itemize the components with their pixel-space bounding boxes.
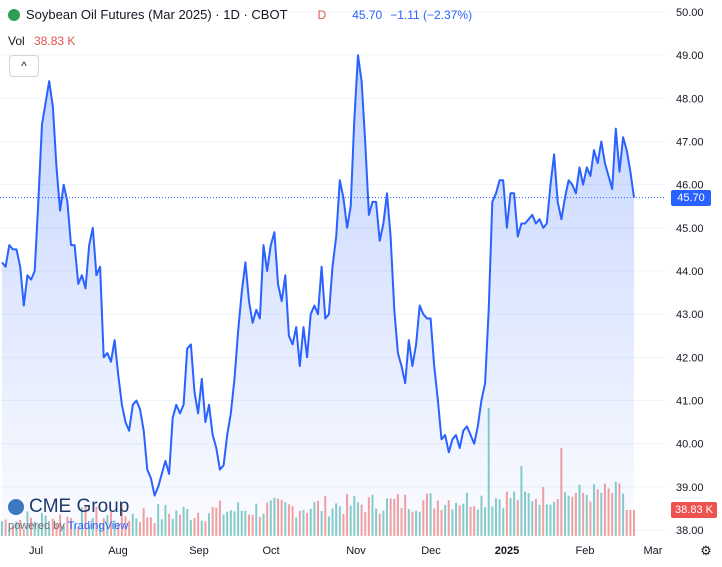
tradingview-link[interactable]: TradingView (67, 520, 129, 532)
x-tick-label: Oct (262, 545, 279, 557)
settings-icon[interactable]: ⚙ (700, 543, 712, 558)
x-tick-label: Mar (644, 545, 663, 557)
x-tick-label: 2025 (495, 545, 519, 557)
cme-logo[interactable]: CME Group powered by TradingView (8, 496, 129, 532)
last-price-text: 45.70 (352, 7, 383, 22)
x-tick-label: Nov (346, 545, 366, 557)
y-tick-label: 43.00 (676, 309, 704, 321)
y-tick-label: 39.00 (676, 482, 704, 494)
powered-by-label: powered by (8, 520, 65, 532)
x-tick-label: Dec (421, 545, 441, 557)
y-tick-label: 48.00 (676, 93, 704, 105)
price-change-text: −1.11 (−2.37%) (390, 7, 473, 22)
volume-legend: Vol 38.83 K (8, 34, 75, 48)
chevron-up-icon: ^ (21, 59, 27, 73)
logo-name: CME Group (29, 496, 130, 517)
x-tick-label: Aug (108, 545, 128, 557)
x-tick-label: Feb (576, 545, 595, 557)
oil-drop-icon (8, 8, 20, 21)
volume-bar (62, 525, 65, 536)
y-tick-label: 49.00 (676, 50, 704, 62)
collapse-legend-button[interactable]: ^ (9, 55, 39, 77)
y-tick-label: 45.00 (676, 223, 704, 235)
y-tick-label: 44.00 (676, 266, 704, 278)
volume-bar (77, 527, 80, 536)
volume-bar (88, 525, 91, 536)
last-price-tag: 45.70 (671, 190, 711, 206)
y-tick-label: 46.00 (676, 180, 704, 192)
delayed-badge: D (317, 7, 327, 22)
volume-label: Vol (8, 34, 25, 48)
volume-bar (48, 528, 51, 536)
y-tick-label: 38.00 (676, 525, 704, 537)
y-tick-label: 40.00 (676, 439, 704, 451)
globe-icon (8, 499, 24, 515)
volume-value: 38.83 K (34, 34, 76, 48)
price-line (1, 54, 635, 497)
x-tick-label: Sep (189, 545, 209, 557)
y-tick-label: 42.00 (676, 352, 704, 364)
legend-row: Soybean Oil Futures (Mar 2025) · 1D · CB… (8, 7, 472, 22)
y-tick-label: 50.00 (676, 7, 704, 19)
volume-bar (11, 526, 14, 536)
last-volume-tag: 38.83 K (671, 502, 717, 518)
symbol-title[interactable]: Soybean Oil Futures (Mar 2025) · 1D · CB… (26, 7, 288, 22)
volume-bar (73, 524, 76, 536)
y-tick-label: 47.00 (676, 137, 704, 149)
volume-bar (37, 524, 40, 536)
volume-bar (8, 529, 11, 536)
y-tick-label: 41.00 (676, 396, 704, 408)
price-area-fill (2, 55, 634, 530)
volume-bar (22, 529, 25, 536)
volume-bar (55, 524, 58, 536)
x-tick-label: Jul (29, 545, 43, 557)
